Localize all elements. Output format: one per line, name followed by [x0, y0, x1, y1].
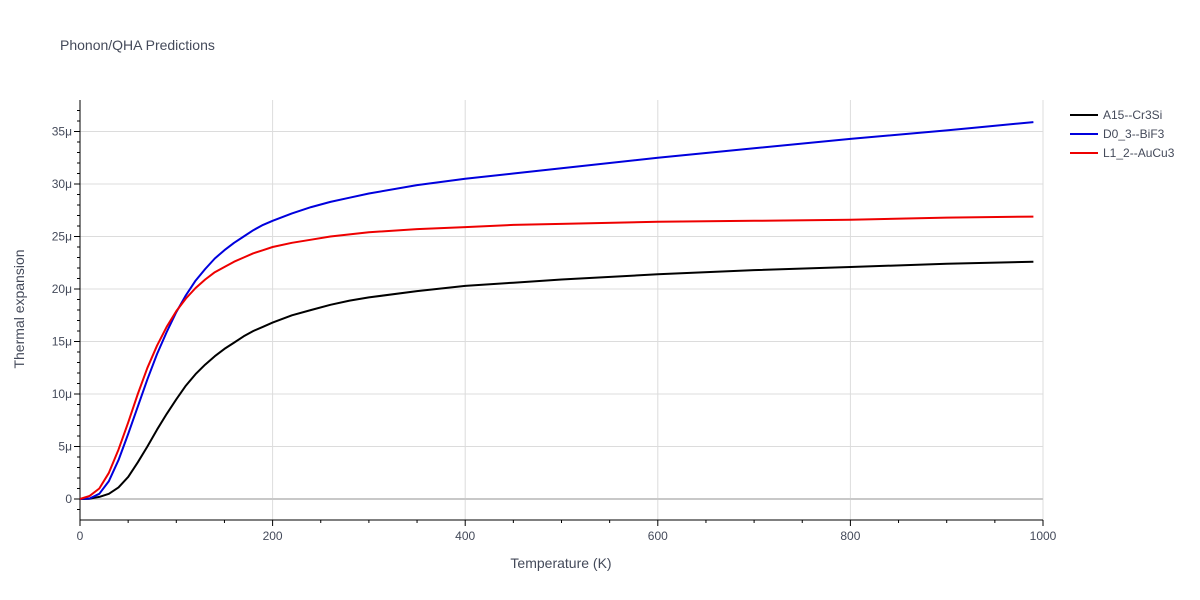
grid	[80, 100, 1044, 520]
y-tick-label: 35μ	[52, 125, 72, 139]
legend-item-0[interactable]: A15--Cr3Si	[1070, 108, 1162, 122]
y-tick-labels: 0 5μ 10μ 15μ 20μ 25μ 30μ 35μ	[52, 125, 73, 507]
x-tick-labels: 0 200 400 600 800 1000	[77, 529, 1057, 543]
y-tick-label: 10μ	[52, 387, 72, 401]
y-tick-label: 0	[65, 492, 72, 506]
x-tick-label: 800	[840, 529, 860, 543]
series-line-2	[79, 215, 1034, 500]
series-line-0	[79, 260, 1034, 500]
legend[interactable]: A15--Cr3Si D0_3--BiF3 L1_2--AuCu3	[1070, 108, 1175, 160]
legend-item-1[interactable]: D0_3--BiF3	[1070, 127, 1165, 141]
y-tick-label: 30μ	[52, 177, 72, 191]
y-axis-title: Thermal expansion	[11, 249, 27, 368]
y-tick-label: 25μ	[52, 230, 72, 244]
y-tick-label: 15μ	[52, 335, 72, 349]
x-axis-title: Temperature (K)	[510, 555, 611, 571]
series-lines	[79, 121, 1034, 500]
legend-label: L1_2--AuCu3	[1103, 146, 1175, 160]
legend-label: D0_3--BiF3	[1103, 127, 1165, 141]
y-tick-label: 5μ	[58, 440, 72, 454]
chart-title: Phonon/QHA Predictions	[60, 37, 215, 53]
x-tick-label: 1000	[1030, 529, 1057, 543]
legend-item-2[interactable]: L1_2--AuCu3	[1070, 146, 1175, 160]
series-line-1	[79, 121, 1034, 500]
legend-label: A15--Cr3Si	[1103, 108, 1162, 122]
x-tick-label: 0	[77, 529, 84, 543]
x-tick-label: 400	[455, 529, 475, 543]
x-tick-label: 200	[263, 529, 283, 543]
axes	[74, 100, 1044, 526]
x-tick-label: 600	[648, 529, 668, 543]
y-tick-label: 20μ	[52, 282, 72, 296]
